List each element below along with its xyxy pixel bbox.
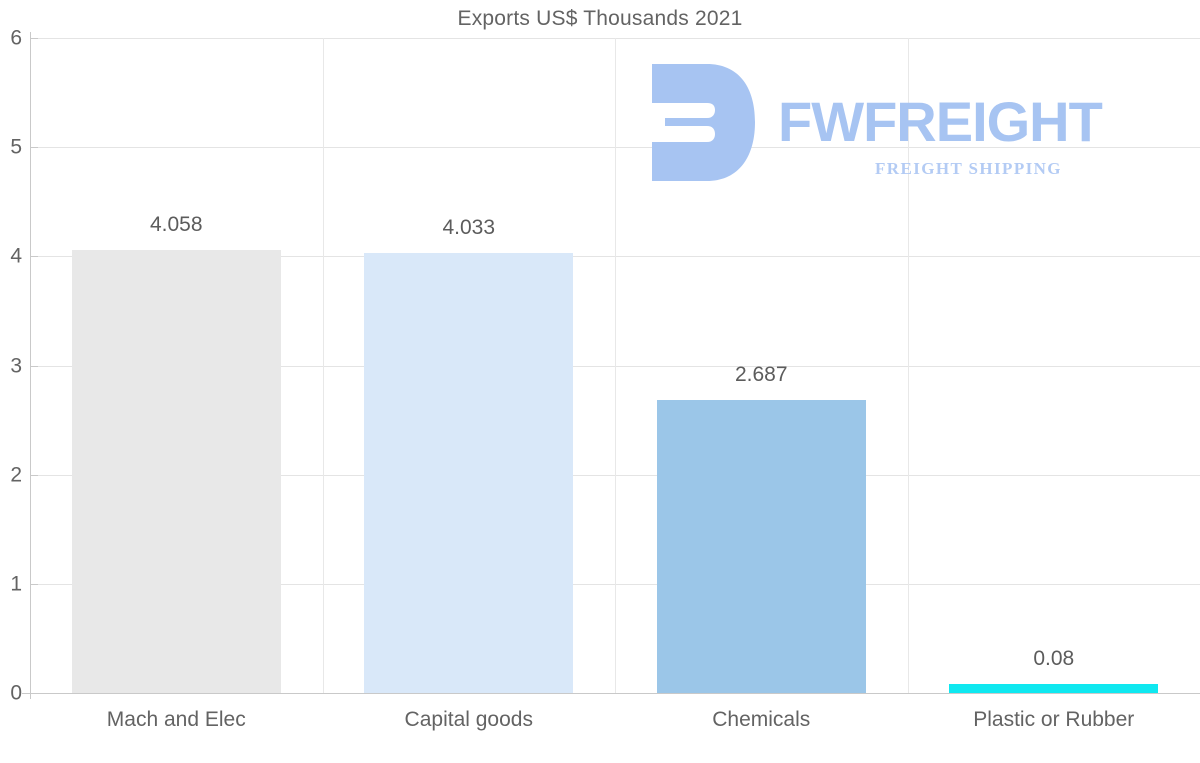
x-axis-category-label: Mach and Elec <box>106 708 246 731</box>
y-axis-tick-label: 5 <box>10 135 22 159</box>
y-axis-tick-mark <box>30 365 38 367</box>
bar[interactable] <box>656 399 866 693</box>
x-axis-line <box>22 693 1200 694</box>
y-axis-tick-mark <box>30 693 38 694</box>
bar-value-label: 4.058 <box>149 213 203 236</box>
y-axis-tick-label: 2 <box>10 463 22 487</box>
bar-value-label: 2.687 <box>734 362 788 386</box>
y-axis-tick-label: 1 <box>10 572 22 596</box>
bar[interactable] <box>71 250 281 693</box>
gridline-vertical <box>907 38 909 693</box>
x-axis-category-labels: Mach and Elec Capital goods Chemicals Plast… <box>0 706 1200 746</box>
x-axis-category-label: Chemicals <box>712 708 811 731</box>
bar-value-label: 4.033 <box>442 215 496 239</box>
y-axis-tick-mark <box>30 583 38 585</box>
y-axis-tick-label: 3 <box>10 354 22 377</box>
y-axis-tick-mark <box>30 38 38 39</box>
gridline-vertical <box>322 38 324 693</box>
chart-title: Exports US$ Thousands 2021 <box>457 7 743 30</box>
y-axis-tick-labels: 0 1 2 3 4 5 6 <box>0 0 22 763</box>
y-axis-tick-label: 0 <box>10 681 22 705</box>
y-axis-tick-mark <box>30 256 38 258</box>
x-axis-category-label: Plastic or Rubber <box>973 708 1135 731</box>
bar-value-label: 0.08 <box>1033 647 1075 671</box>
bars-layer: 4.058 4.033 2.687 0.08 <box>71 213 1159 693</box>
y-axis-tick-label: 4 <box>10 244 22 268</box>
y-axis-tick-mark <box>30 147 38 149</box>
y-axis-tick-mark <box>30 474 38 476</box>
gridline-vertical <box>615 38 616 693</box>
y-axis-tick-label: 6 <box>10 26 22 50</box>
bar[interactable] <box>949 684 1159 693</box>
bar[interactable] <box>364 252 574 693</box>
x-axis-category-label: Capital goods <box>404 708 533 731</box>
